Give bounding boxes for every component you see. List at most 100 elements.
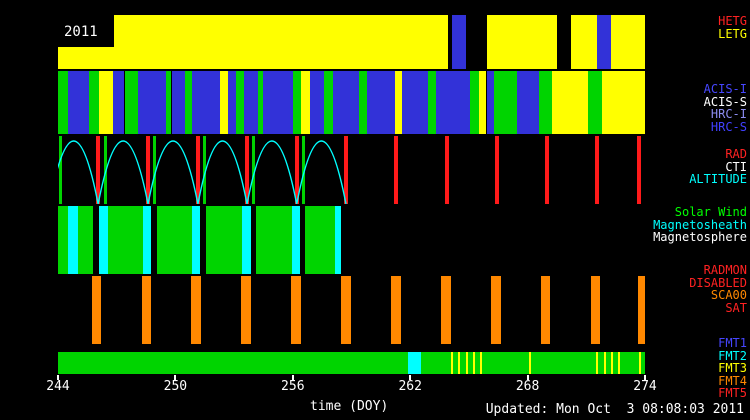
legend-label-fmt4: FMT4	[718, 373, 747, 388]
segment-blue	[310, 71, 325, 134]
legend-label-radmon: RADMON	[703, 263, 747, 277]
segment-green	[124, 71, 139, 134]
segment-orange	[341, 276, 351, 344]
segment-yellow	[552, 71, 589, 134]
legend-label-cti: CTI	[725, 159, 747, 174]
band-orbit	[58, 136, 645, 204]
segment-cyan	[67, 206, 78, 274]
segment-green	[156, 206, 192, 274]
band-wind	[58, 206, 645, 274]
x-tick-mark	[644, 375, 646, 380]
legend-label-hrc-i: HRC-I	[710, 107, 747, 122]
legend-label-rad: RAD	[725, 147, 747, 161]
segment-green	[469, 71, 479, 134]
x-tick-label: 244	[46, 379, 70, 394]
event-line-red	[195, 136, 200, 204]
event-line-yellow	[596, 352, 599, 374]
legend-label-acis-i: ACIS-I	[703, 82, 747, 96]
event-line-yellow	[528, 352, 531, 374]
x-tick-label: 262	[398, 379, 422, 394]
segment-yellow	[478, 71, 487, 134]
event-line-red	[146, 136, 150, 204]
event-line-red	[637, 136, 642, 204]
segment-blue	[243, 71, 258, 134]
altitude-arc-path	[58, 140, 347, 204]
segment-cyan	[291, 206, 300, 274]
segment-green	[77, 206, 94, 274]
segment-green	[58, 71, 68, 134]
segment-yellow	[487, 15, 557, 69]
segment-yellow	[99, 71, 113, 134]
x-tick-label: 274	[633, 379, 657, 394]
segment-green	[255, 206, 292, 274]
segment-yellow	[58, 15, 448, 69]
legend-label-fmt1: FMT1	[718, 336, 747, 350]
event-line-yellow	[603, 352, 606, 374]
band-telemetry	[58, 352, 645, 374]
segment-blue	[402, 71, 428, 134]
event-line-red	[245, 136, 249, 204]
segment-cyan	[334, 206, 341, 274]
x-tick-label: 250	[163, 379, 188, 394]
x-tick-mark	[526, 375, 529, 380]
segment-green	[494, 71, 517, 134]
legend-label-altitude: ALTITUDE	[689, 172, 747, 187]
segment-blue	[367, 71, 395, 134]
segment-blue	[596, 15, 611, 69]
band-instruments	[58, 71, 645, 134]
band-radmon	[58, 276, 645, 344]
updated-timestamp: Updated: Mon Oct 3 08:08:03 2011	[485, 402, 744, 417]
segment-cyan	[99, 206, 108, 274]
segment-orange	[540, 276, 551, 344]
legend-label-fmt2: FMT2	[718, 348, 747, 363]
event-line-red	[344, 136, 348, 204]
segment-green	[165, 71, 172, 134]
event-line-yellow	[639, 352, 642, 374]
event-line-red	[495, 136, 500, 204]
segment-green	[292, 71, 301, 134]
legend-label-acis-s: ACIS-S	[703, 94, 747, 109]
segment-green	[588, 71, 602, 134]
segment-blue	[452, 15, 467, 69]
segment-blue	[112, 71, 125, 134]
event-line-red	[96, 136, 101, 204]
segment-blue	[138, 71, 166, 134]
segment-orange	[490, 276, 501, 344]
legend-label-sat: SAT	[725, 300, 747, 315]
legend-label-letg: LETG	[718, 26, 747, 41]
event-line-yellow	[458, 352, 461, 374]
segment-green	[257, 71, 264, 134]
legend-label-magnetosheath: Magnetosheath	[653, 217, 747, 232]
legend-label-disabled: DISABLED	[689, 275, 747, 290]
segment-blue	[171, 71, 186, 134]
x-tick-mark	[409, 375, 412, 380]
segment-green	[185, 71, 192, 134]
segment-yellow	[394, 71, 403, 134]
legend-label-hrc-s: HRC-S	[710, 119, 747, 134]
segment-green	[205, 206, 242, 274]
event-line-yellow	[473, 352, 475, 374]
legend-label-fmt3: FMT3	[718, 361, 747, 376]
event-line-green	[153, 136, 157, 204]
segment-green	[236, 71, 244, 134]
segment-orange	[91, 276, 102, 344]
x-tick-label: 268	[515, 379, 540, 394]
segment-green	[359, 71, 368, 134]
year-label: 2011	[64, 24, 98, 40]
segment-blue	[263, 71, 293, 134]
segment-yellow	[220, 71, 229, 134]
altitude-curve	[58, 140, 347, 204]
segment-orange	[191, 276, 202, 344]
segment-blue	[228, 71, 236, 134]
x-tick-label: 256	[281, 379, 305, 394]
segment-green	[58, 206, 68, 274]
band-gratings	[58, 15, 645, 69]
event-line-yellow	[450, 352, 453, 374]
segment-green	[107, 206, 144, 274]
event-line-green	[103, 136, 107, 204]
segment-yellow	[602, 71, 645, 134]
segment-orange	[241, 276, 252, 344]
segment-yellow	[571, 15, 597, 69]
segment-green	[58, 352, 409, 374]
